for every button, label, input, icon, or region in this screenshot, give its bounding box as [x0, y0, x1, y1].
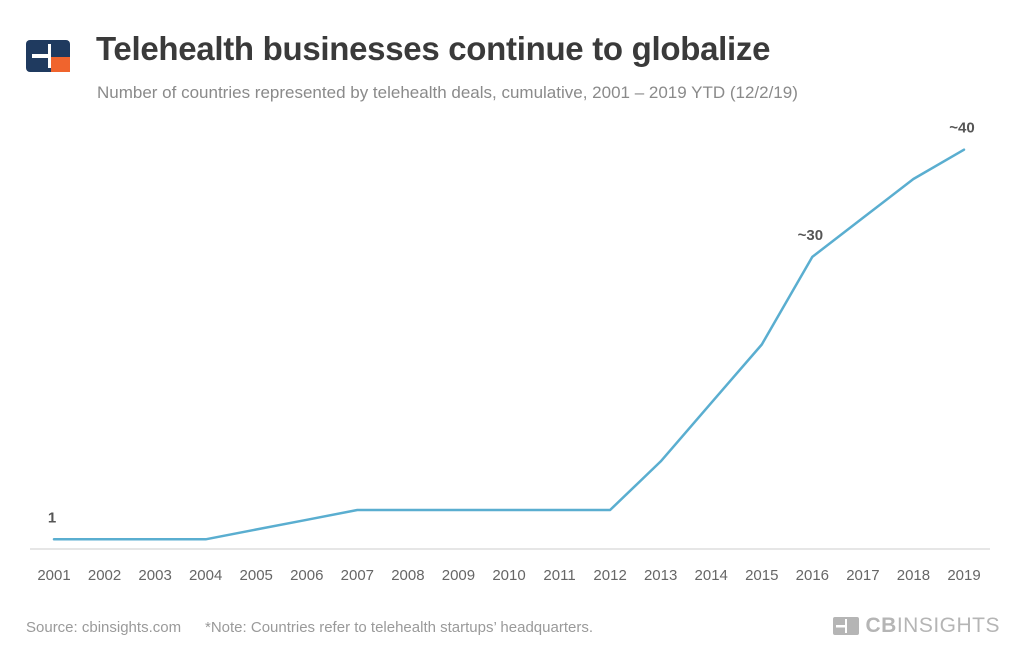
x-tick-label-2010: 2010	[492, 567, 525, 584]
cb-insights-logo-icon	[26, 40, 70, 72]
x-tick-label-2014: 2014	[695, 567, 728, 584]
x-tick-label-2013: 2013	[644, 567, 677, 584]
x-tick-label-2008: 2008	[391, 567, 424, 584]
cb-insights-brand: CBINSIGHTS	[833, 614, 1000, 638]
x-tick-label-2004: 2004	[189, 567, 222, 584]
x-tick-label-2005: 2005	[240, 567, 273, 584]
x-tick-label-2017: 2017	[846, 567, 879, 584]
x-tick-label-2018: 2018	[897, 567, 930, 584]
logo-orange-block	[51, 57, 70, 72]
chart-title: Telehealth businesses continue to global…	[96, 30, 771, 67]
brand-logo-icon	[833, 617, 860, 635]
x-tick-label-2002: 2002	[88, 567, 121, 584]
data-label-2001: 1	[48, 509, 56, 526]
x-tick-label-2006: 2006	[290, 567, 323, 584]
brand-bold: CB	[865, 614, 897, 637]
x-tick-label-2001: 2001	[37, 567, 70, 584]
footer-note: *Note: Countries refer to telehealth sta…	[205, 619, 593, 636]
x-tick-label-2019: 2019	[947, 567, 980, 584]
data-label-2019: ~40	[949, 120, 974, 137]
brand-wordmark: CBINSIGHTS	[865, 614, 1000, 638]
x-tick-label-2003: 2003	[138, 567, 171, 584]
x-tick-label-2016: 2016	[796, 567, 829, 584]
x-tick-label-2011: 2011	[543, 567, 575, 584]
x-tick-label-2009: 2009	[442, 567, 475, 584]
data-label-2016: ~30	[798, 227, 823, 244]
x-tick-label-2012: 2012	[593, 567, 626, 584]
x-tick-label-2007: 2007	[341, 567, 374, 584]
series-line	[52, 148, 966, 541]
chart-subtitle: Number of countries represented by teleh…	[97, 83, 798, 102]
footer-source: Source: cbinsights.com	[26, 619, 182, 636]
x-tick-label-2015: 2015	[745, 567, 778, 584]
brand-light: INSIGHTS	[896, 614, 1000, 637]
